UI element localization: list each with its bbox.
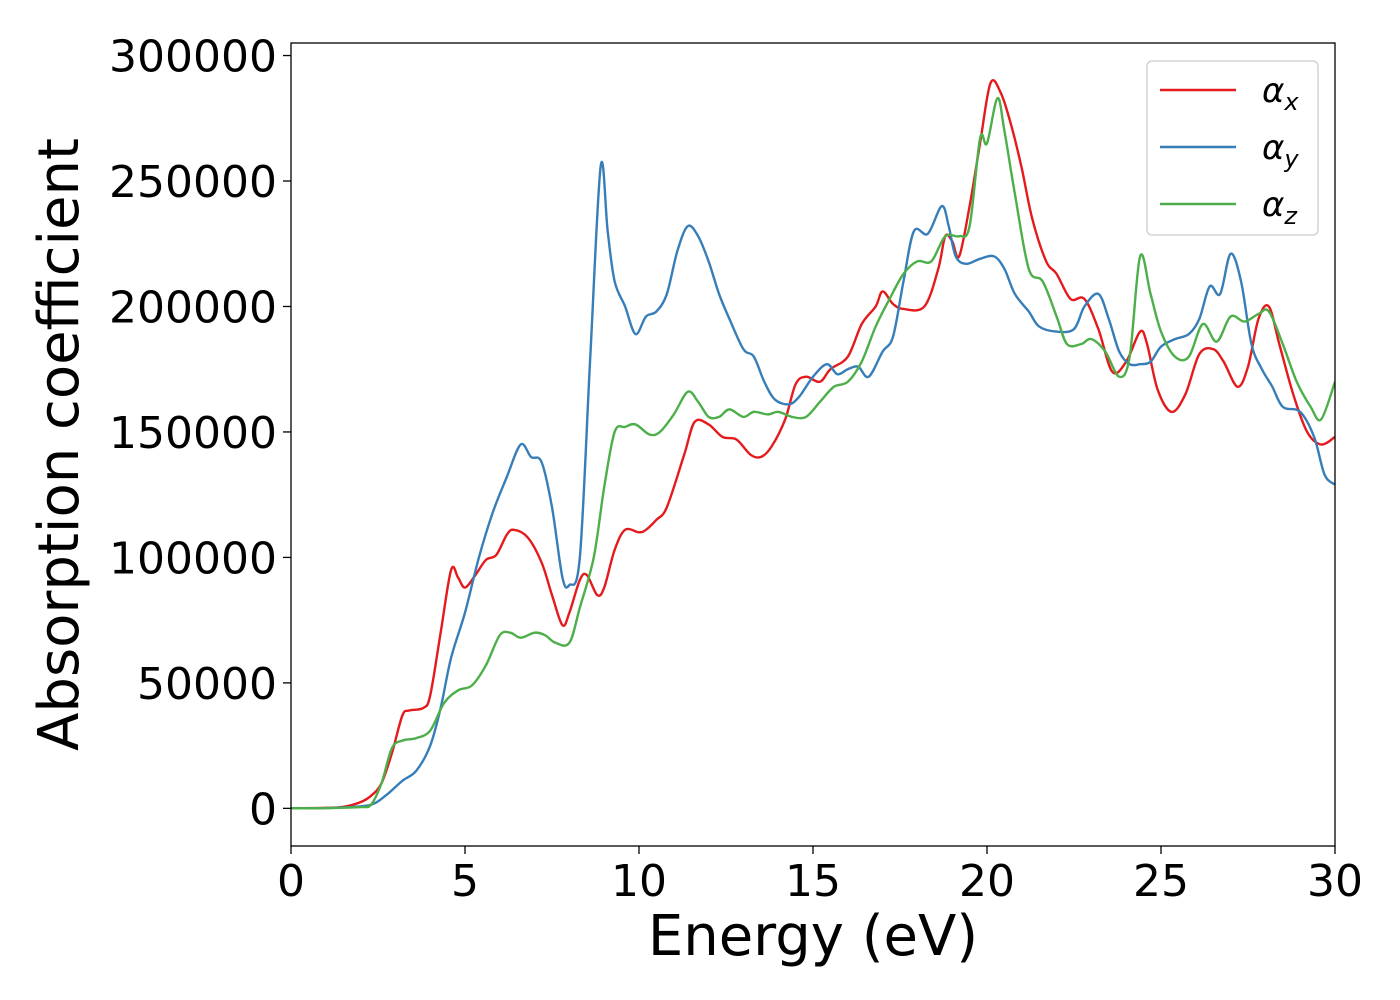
y-axis-title: Absorption coefficient bbox=[27, 138, 92, 751]
y-tick-label: 250000 bbox=[109, 157, 277, 208]
x-tick-label: 30 bbox=[1307, 856, 1363, 907]
y-tick-label: 150000 bbox=[109, 408, 277, 459]
y-axis: 0 50000 100000 150000 200000 250000 300000 bbox=[109, 32, 291, 835]
y-tick-label: 100000 bbox=[109, 533, 277, 584]
y-tick-label: 0 bbox=[249, 784, 277, 835]
x-tick-label: 20 bbox=[959, 856, 1015, 907]
series-group bbox=[291, 78, 1335, 810]
x-tick-label: 5 bbox=[451, 856, 479, 907]
y-tick-label: 50000 bbox=[137, 659, 277, 710]
series-line-alpha-y bbox=[291, 161, 1335, 810]
x-axis-title: Energy (eV) bbox=[648, 904, 978, 969]
x-tick-label: 10 bbox=[611, 856, 667, 907]
y-tick-label: 200000 bbox=[109, 282, 277, 333]
series-line-alpha-z bbox=[291, 97, 1335, 810]
x-tick-label: 0 bbox=[277, 856, 305, 907]
x-tick-label: 25 bbox=[1133, 856, 1189, 907]
x-axis: 0 5 10 15 20 25 30 bbox=[277, 846, 1363, 907]
y-tick-label: 300000 bbox=[109, 32, 277, 83]
x-tick-label: 15 bbox=[785, 856, 841, 907]
